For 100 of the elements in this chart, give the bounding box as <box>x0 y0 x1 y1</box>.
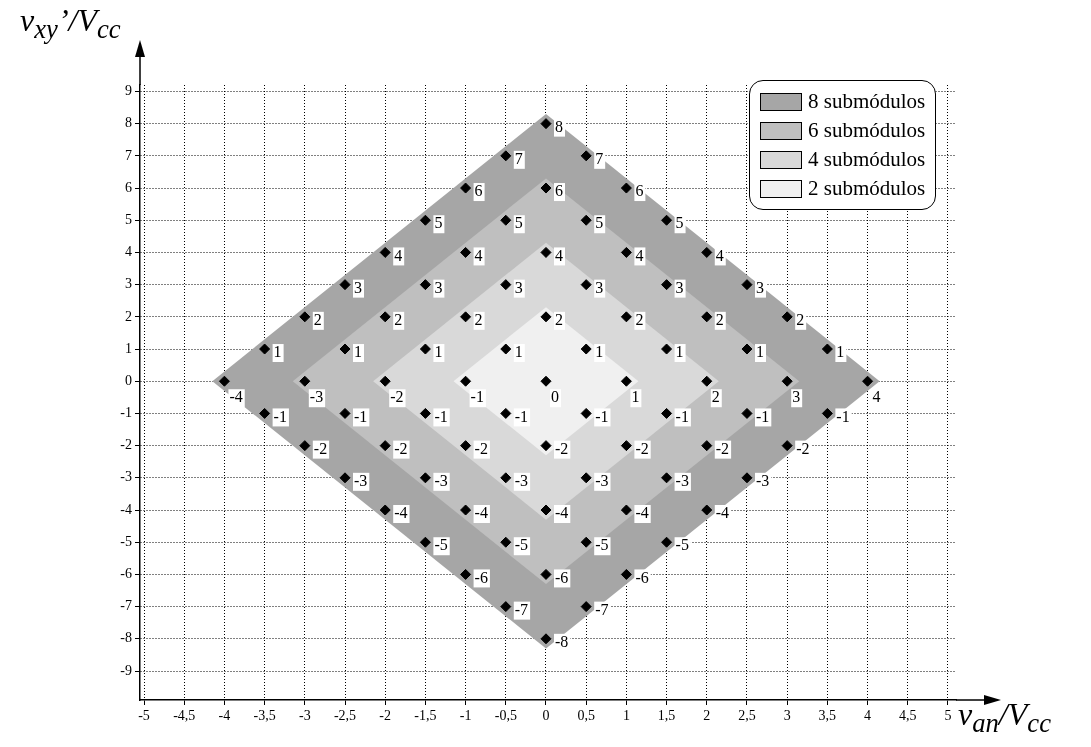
y-tick-label: -7 <box>120 598 132 614</box>
data-label: -6 <box>554 568 569 586</box>
x-tick-label: 1 <box>622 708 630 724</box>
data-label: 1 <box>354 343 362 361</box>
data-label: 6 <box>635 182 644 200</box>
data-label: -5 <box>595 536 609 554</box>
data-label: 3 <box>675 278 684 296</box>
data-label: -2 <box>635 439 649 457</box>
data-label: 6 <box>474 182 483 200</box>
y-tick-label: -3 <box>120 469 132 485</box>
legend-label: 6 submódulos <box>808 118 926 143</box>
data-label: -4 <box>635 504 649 522</box>
x-tick-label: 4 <box>864 708 872 724</box>
y-tick-label: -6 <box>120 566 132 582</box>
y-tick-label: 5 <box>125 211 132 227</box>
annotation: 2 <box>711 388 720 406</box>
y-tick-label: -8 <box>120 630 132 646</box>
data-label: 1 <box>675 343 684 361</box>
y-tick-label: 2 <box>125 308 132 324</box>
data-label: 4 <box>394 246 403 264</box>
x-tick-label: -2 <box>379 708 392 724</box>
data-label: -5 <box>514 536 529 554</box>
annotation: 1 <box>631 388 640 406</box>
data-label: -1 <box>514 407 529 425</box>
annotation: -1 <box>470 388 484 406</box>
data-label: 2 <box>554 311 563 329</box>
data-label: -4 <box>394 504 408 522</box>
x-tick-label: -4 <box>218 708 231 724</box>
y-tick-label: -1 <box>120 405 132 421</box>
data-label: 7 <box>595 150 604 168</box>
data-label: 2 <box>796 311 805 329</box>
data-label: 1 <box>755 343 764 361</box>
x-tick-label: 4,5 <box>899 708 917 724</box>
x-tick-label: -1,5 <box>414 708 437 724</box>
data-label: -1 <box>434 407 448 425</box>
x-tick-label: -4,5 <box>173 708 196 724</box>
data-label: -4 <box>554 504 569 522</box>
data-label: 1 <box>434 343 443 361</box>
data-label: -1 <box>273 407 287 425</box>
y-tick-label: 3 <box>125 276 132 292</box>
x-tick-label: -1 <box>459 708 472 724</box>
data-label: 1 <box>514 343 523 361</box>
data-label: -3 <box>595 472 609 490</box>
data-label: 4 <box>554 246 563 264</box>
x-tick-label: -3 <box>298 708 311 724</box>
x-tick-label: -2,5 <box>333 708 357 724</box>
y-tick-label: -4 <box>120 501 132 517</box>
x-tick-label: 3 <box>783 708 791 724</box>
data-label: -4 <box>715 504 730 522</box>
data-label: 4 <box>715 246 724 264</box>
data-label: 3 <box>595 278 604 296</box>
annotation: 0 <box>550 388 559 406</box>
annotation: -3 <box>309 388 324 406</box>
data-label: -1 <box>755 407 770 425</box>
x-tick-label: 2 <box>703 708 711 724</box>
y-tick-label: -5 <box>120 533 132 549</box>
data-label: -1 <box>595 407 609 425</box>
data-label: -5 <box>434 536 448 554</box>
data-label: 8 <box>554 117 563 135</box>
data-label: 1 <box>836 343 845 361</box>
data-label: 3 <box>354 278 362 296</box>
data-label: -6 <box>474 568 488 586</box>
data-label: -6 <box>635 568 649 586</box>
x-tick-label: 0 <box>542 708 550 724</box>
x-tick-label: 0,5 <box>577 708 595 724</box>
data-label: 4 <box>474 246 483 264</box>
data-label: 3 <box>514 278 523 296</box>
data-label: -1 <box>836 407 850 425</box>
y-tick-label: 7 <box>125 147 132 163</box>
y-axis-title: v$_{xy}$’/V$_{cc}$ <box>20 2 121 46</box>
x-tick-label: 3,5 <box>818 708 837 724</box>
data-label: 5 <box>595 214 604 232</box>
data-label: 3 <box>434 278 443 296</box>
x-tick-label: 5 <box>944 708 952 724</box>
data-label: -3 <box>514 472 529 490</box>
y-tick-label: 6 <box>125 179 132 195</box>
data-label: -2 <box>474 439 488 457</box>
data-label: 2 <box>715 311 724 329</box>
data-label: 2 <box>635 311 644 329</box>
data-label: -3 <box>434 472 448 490</box>
data-label: -5 <box>675 536 689 554</box>
data-label: -1 <box>675 407 689 425</box>
data-label: 2 <box>474 311 483 329</box>
data-label: -3 <box>354 472 368 490</box>
legend-label: 4 submódulos <box>808 147 926 172</box>
data-label: -4 <box>474 504 488 522</box>
annotation: -4 <box>229 388 243 406</box>
x-tick-label: -0,5 <box>494 708 517 724</box>
data-label: 4 <box>635 246 644 264</box>
x-axis-title: v$_{an}$/V$_{cc}$ <box>958 696 1051 740</box>
text: 2 submódulos <box>808 176 926 201</box>
data-label: -8 <box>554 633 569 651</box>
data-label: 3 <box>755 278 764 296</box>
annotation: 4 <box>872 388 881 406</box>
y-tick-label: 8 <box>125 115 132 131</box>
y-tick-label: 1 <box>125 340 132 356</box>
y-tick-label: 4 <box>125 244 132 260</box>
y-tick-label: 0 <box>125 372 132 388</box>
data-label: -3 <box>675 472 689 490</box>
data-label: -2 <box>394 439 408 457</box>
